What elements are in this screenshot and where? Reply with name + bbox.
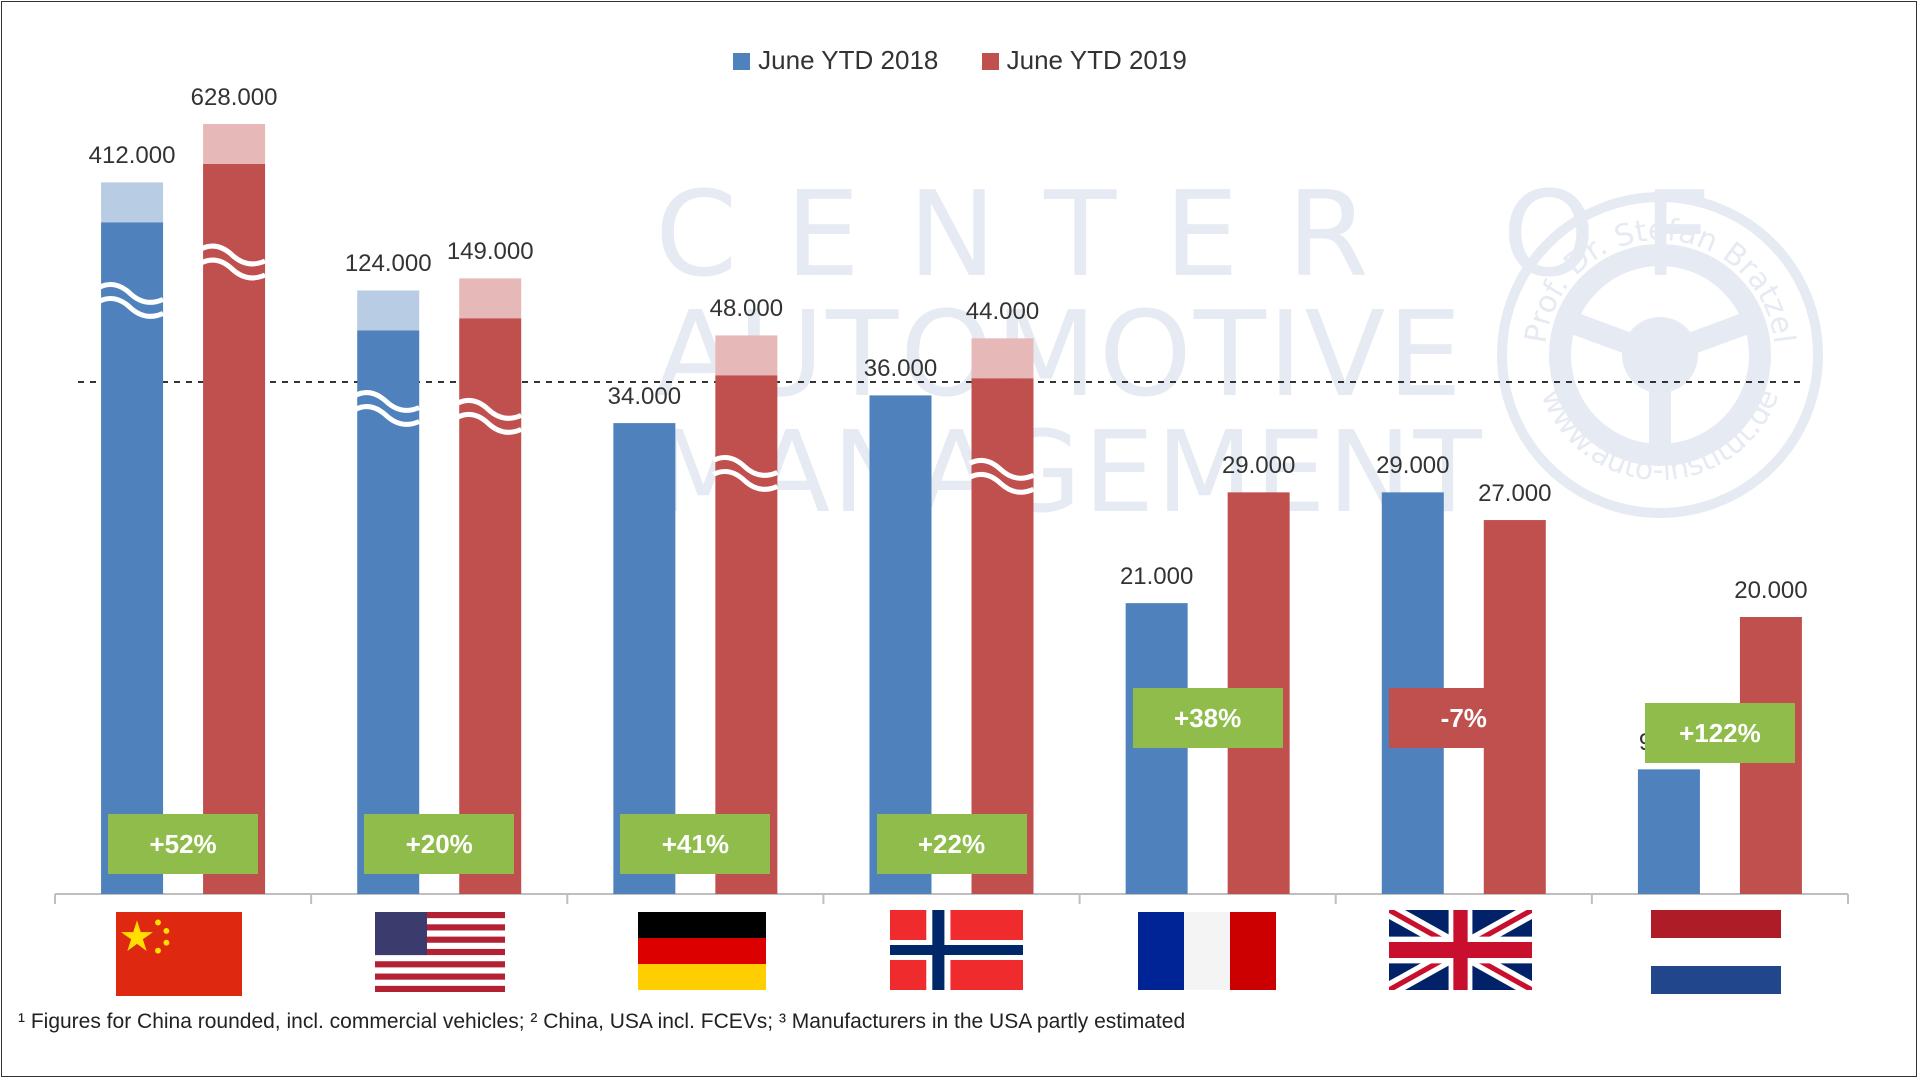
growth-badge-uk: -7% <box>1388 688 1539 748</box>
value-label-usa-2019: 149.000 <box>446 238 534 266</box>
break-mark-1 <box>97 282 165 305</box>
footnote: ¹ Figures for China rounded, incl. comme… <box>18 1010 1186 1033</box>
bar-germany-2019 <box>715 375 778 894</box>
break-mark-1 <box>456 397 523 421</box>
flag-china-icon <box>116 912 242 996</box>
bar-overflow-usa-1 <box>459 278 522 319</box>
flag-norway-icon <box>890 910 1023 990</box>
value-label-uk-2018: 29.000 <box>1376 452 1450 480</box>
value-label-germany-2018: 34.000 <box>607 383 682 411</box>
flag-uk-icon <box>1389 910 1532 990</box>
value-label-france-2018: 21.000 <box>1119 563 1194 591</box>
bar-overflow-china-0 <box>101 182 164 223</box>
break-mark-2 <box>97 296 165 319</box>
growth-badge-usa: +20% <box>364 814 515 874</box>
bar-overflow-germany-1 <box>715 335 778 376</box>
legend-swatch-2019 <box>981 53 999 70</box>
growth-badge-netherlands: +122% <box>1644 703 1795 763</box>
break-mark-1 <box>354 390 421 413</box>
value-label-china-2018: 412.000 <box>88 142 176 170</box>
legend-label-2018: June YTD 2018 <box>758 45 939 75</box>
bar-norway-2019 <box>971 378 1034 894</box>
value-label-usa-2018: 124.000 <box>344 250 432 278</box>
bar-china-2018 <box>101 222 164 894</box>
legend-label-2019: June YTD 2019 <box>1006 45 1187 75</box>
growth-badge-china: +52% <box>108 814 259 874</box>
break-mark-2 <box>712 469 779 492</box>
break-mark-2 <box>968 471 1035 495</box>
flag-netherlands-icon <box>1651 910 1781 994</box>
bar-norway-2018 <box>869 395 932 894</box>
bar-overflow-usa-0 <box>357 290 420 331</box>
break-mark-2 <box>199 257 267 281</box>
value-label-uk-2019: 27.000 <box>1478 480 1552 508</box>
break-mark-2 <box>456 411 523 435</box>
break-mark-2 <box>354 404 421 427</box>
legend: June YTD 2018 June YTD 2019 <box>0 45 1920 76</box>
bar-overflow-china-1 <box>203 124 266 164</box>
break-mark-1 <box>968 457 1035 481</box>
value-label-germany-2019: 48.000 <box>709 295 784 323</box>
value-label-norway-2018: 36.000 <box>863 355 938 383</box>
bar-overflow-norway-1 <box>971 338 1034 379</box>
bar-france-2018 <box>1125 603 1188 894</box>
value-label-france-2019: 29.000 <box>1221 452 1296 480</box>
growth-badge-norway: +22% <box>876 814 1027 874</box>
growth-badge-france: +38% <box>1132 688 1283 748</box>
value-label-china-2019: 628.000 <box>190 84 278 111</box>
bar-netherlands-2018 <box>1637 769 1700 894</box>
flag-usa-icon <box>375 912 505 992</box>
flag-germany-icon <box>638 912 766 990</box>
flag-france-icon <box>1138 912 1276 990</box>
growth-badge-germany: +41% <box>620 814 771 874</box>
break-mark-1 <box>199 243 267 267</box>
value-label-norway-2019: 44.000 <box>965 298 1040 326</box>
break-mark-1 <box>712 455 779 478</box>
legend-item-2018[interactable]: June YTD 2018 <box>733 45 938 76</box>
value-label-netherlands-2019: 20.000 <box>1734 577 1808 604</box>
bar-usa-2019 <box>459 318 522 894</box>
legend-swatch-2018 <box>733 53 751 70</box>
bar-china-2019 <box>203 164 266 894</box>
legend-item-2019[interactable]: June YTD 2019 <box>981 45 1187 76</box>
